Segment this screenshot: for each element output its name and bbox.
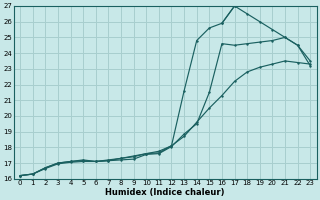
X-axis label: Humidex (Indice chaleur): Humidex (Indice chaleur) [106, 188, 225, 197]
